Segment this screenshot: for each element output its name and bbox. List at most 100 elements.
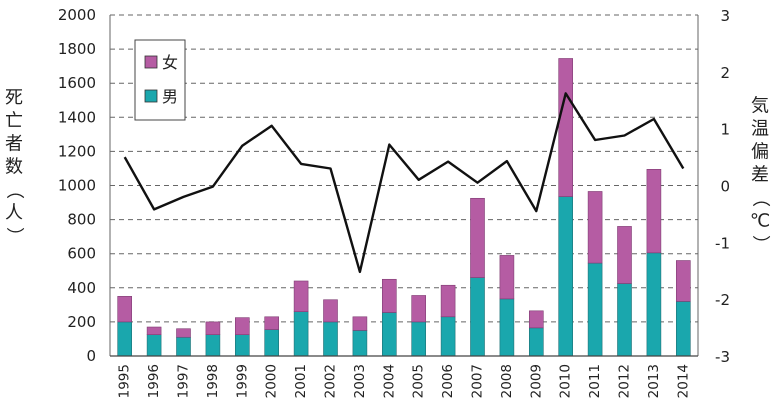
bar-male [235,334,250,357]
x-tick-label: 1995 [117,364,133,398]
bar-male [293,311,309,357]
bar-male [205,334,221,357]
bar-female [146,326,162,335]
x-tick-label: 2004 [381,364,397,398]
y-tick-label: 2000 [58,6,96,24]
bar-male [675,301,691,357]
y-tick-label: 1200 [58,142,96,160]
svg-text:死: 死 [5,88,23,109]
y2-tick-label: 0 [720,178,730,196]
svg-text:偏: 偏 [751,142,769,163]
svg-text:℃: ℃ [750,211,770,232]
bar-male [176,336,191,357]
y2-tick-label: -2 [715,291,730,309]
y-tick-label: 600 [67,245,96,263]
bar-female [352,316,368,331]
svg-text:）: ） [750,235,771,253]
bar-male [381,312,397,357]
bar-female [381,278,397,313]
legend-box [134,39,186,121]
svg-text:（: （ [4,181,25,199]
bar-male [264,329,280,357]
y2-tick-label: -3 [715,348,730,366]
x-tick-label: 1997 [176,364,192,398]
svg-text:温: 温 [751,119,769,140]
y-tick-label: 800 [67,211,96,229]
x-tick-label: 2003 [352,364,368,398]
bar-female [205,321,221,335]
y-tick-label: 1000 [58,177,96,195]
svg-text:人: 人 [5,203,23,224]
y2-tick-label: 1 [720,121,730,139]
bar-female [617,226,632,284]
bar-male [146,334,162,357]
y-tick-label: 0 [86,347,96,365]
bar-female [293,280,309,312]
bar-female [117,296,132,323]
x-tick-label: 2013 [646,364,662,398]
bar-female [646,169,662,254]
y-tick-label: 200 [67,313,96,331]
x-tick-label: 2012 [617,364,633,398]
bar-female [587,191,603,264]
bar-female [176,328,191,338]
x-tick-label: 1999 [234,364,250,398]
x-tick-label: 2007 [470,364,486,398]
bar-male [352,330,368,357]
bar-male [587,262,603,357]
y-tick-label: 1600 [58,74,96,92]
legend-label: 男 [162,87,178,106]
legend-swatch [144,55,158,69]
svg-text:者: 者 [5,134,23,155]
x-tick-label: 2000 [264,364,280,398]
bar-male [558,196,574,357]
x-tick-label: 2006 [440,364,456,398]
x-tick-label: 2001 [293,364,309,398]
y2-tick-label: 3 [720,7,730,25]
legend-swatch [144,89,158,103]
bar-male [411,321,427,357]
x-tick-label: 1998 [205,364,221,398]
x-tick-label: 2014 [675,364,691,398]
bar-male [117,321,132,357]
bar-female [675,260,691,302]
x-tick-label: 1996 [146,364,162,398]
bar-male [617,283,632,357]
x-tick-label: 2011 [587,364,603,398]
bar-male [499,298,515,357]
x-tick-label: 2005 [411,364,427,398]
svg-text:数: 数 [5,157,23,178]
svg-text:亡: 亡 [5,111,23,132]
svg-text:差: 差 [751,165,769,186]
x-tick-label: 2002 [323,364,339,398]
bar-female [264,316,280,330]
bar-female [558,58,574,197]
x-tick-label: 2008 [499,364,515,398]
bar-male [646,252,662,357]
bar-male [470,277,485,357]
bar-female [235,317,250,335]
bar-female [499,255,515,300]
y-tick-label: 1400 [58,108,96,126]
y-tick-label: 1800 [58,40,96,58]
y2-tick-label: 2 [720,64,730,82]
bar-male [323,321,338,357]
svg-text:（: （ [750,189,771,207]
bar-female [440,284,456,318]
bar-female [470,197,485,278]
bar-male [440,316,456,357]
x-tick-label: 2009 [528,364,544,398]
y-tick-label: 400 [67,279,96,297]
temperature-line [123,92,685,274]
bar-female [323,299,338,323]
bar-male [528,327,544,357]
bar-female [528,310,544,329]
legend-label: 女 [162,53,178,72]
svg-text:）: ） [4,227,25,245]
y2-tick-label: -1 [715,234,730,252]
x-tick-label: 2010 [558,364,574,398]
